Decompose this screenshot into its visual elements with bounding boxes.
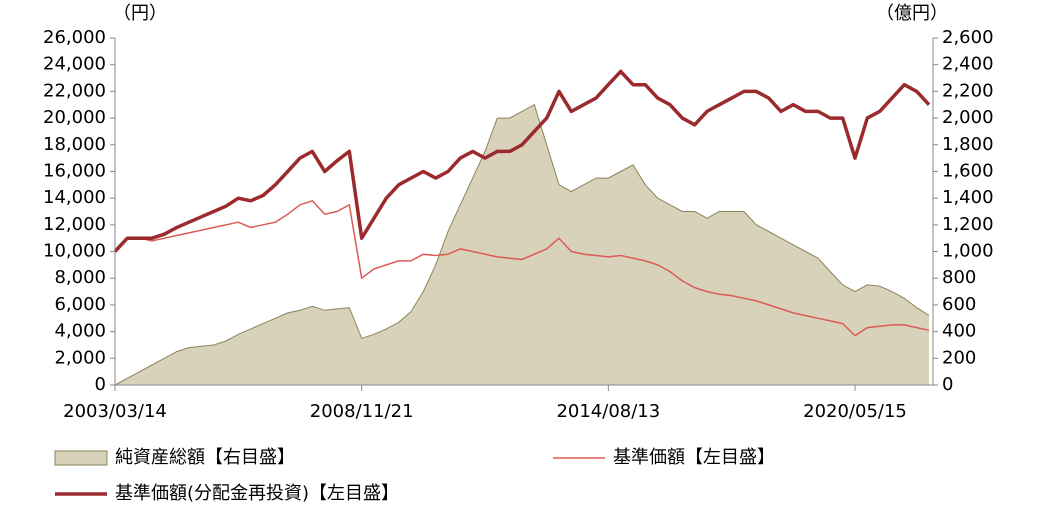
y2-tick-label: 0 bbox=[942, 374, 953, 395]
y2-tick-label: 1,800 bbox=[942, 134, 994, 155]
y-tick-label: 12,000 bbox=[43, 214, 106, 235]
y2-tick-label: 1,400 bbox=[942, 187, 994, 208]
y-tick-label: 14,000 bbox=[43, 187, 106, 208]
y-tick-label: 4,000 bbox=[54, 321, 106, 342]
line bbox=[113, 69, 931, 253]
y2-tick-label: 2,600 bbox=[942, 27, 994, 48]
y-tick-label: 22,000 bbox=[43, 80, 106, 101]
y-tick-label: 26,000 bbox=[43, 27, 106, 48]
y2-tick-label: 2,400 bbox=[942, 54, 994, 75]
line bbox=[114, 200, 930, 337]
area-edge bbox=[114, 103, 930, 386]
y-tick-label: 20,000 bbox=[43, 107, 106, 128]
y-tick-label: 6,000 bbox=[54, 294, 106, 315]
x-tick-label: 2003/03/14 bbox=[63, 401, 167, 422]
y-tick-label: 18,000 bbox=[43, 134, 106, 155]
y-tick-label: 24,000 bbox=[43, 54, 106, 75]
legend-label: 基準価額(分配金再投資)【左目盛】 bbox=[115, 483, 399, 504]
legend-label: 純資産総額【右目盛】 bbox=[115, 447, 295, 468]
y2-tick-label: 600 bbox=[942, 294, 976, 315]
y2-axis-unit: （億円） bbox=[876, 3, 948, 24]
x-tick-label: 2020/05/15 bbox=[803, 401, 907, 422]
y2-tick-label: 200 bbox=[942, 347, 976, 368]
x-tick-label: 2008/11/21 bbox=[310, 401, 414, 422]
y2-tick-label: 1,600 bbox=[942, 160, 994, 181]
y-tick-label: 0 bbox=[95, 374, 106, 395]
area bbox=[115, 104, 929, 385]
y-tick-label: 8,000 bbox=[54, 267, 106, 288]
y2-tick-label: 2,000 bbox=[942, 107, 994, 128]
x-tick-label: 2014/08/13 bbox=[556, 401, 660, 422]
y-axis-unit: （円） bbox=[113, 3, 167, 24]
y2-tick-label: 400 bbox=[942, 321, 976, 342]
legend-label: 基準価額【左目盛】 bbox=[613, 447, 775, 468]
y2-tick-label: 1,000 bbox=[942, 241, 994, 262]
y2-tick-label: 2,200 bbox=[942, 80, 994, 101]
y2-tick-label: 800 bbox=[942, 267, 976, 288]
y2-tick-label: 1,200 bbox=[942, 214, 994, 235]
y-tick-label: 10,000 bbox=[43, 241, 106, 262]
y-tick-label: 2,000 bbox=[54, 347, 106, 368]
legend-swatch bbox=[54, 450, 108, 466]
y-tick-label: 16,000 bbox=[43, 160, 106, 181]
